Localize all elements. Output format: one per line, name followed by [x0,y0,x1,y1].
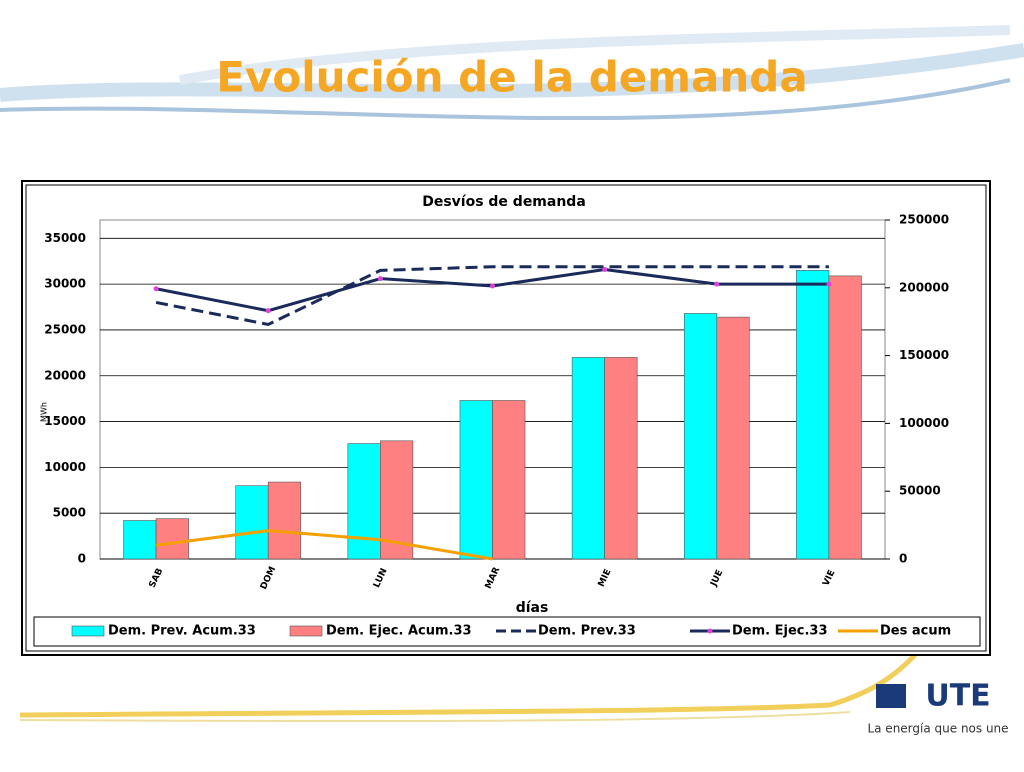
legend-label: Dem. Ejec. Acum.33 [326,624,472,639]
bar [571,357,605,560]
bar [459,400,493,560]
legend-swatch [71,625,105,637]
y-tick-label: 15000 [44,414,86,428]
bar [123,520,157,560]
legend-label: Dem. Ejec.33 [732,624,828,639]
logo-tagline: La energía que nos une [867,722,1008,736]
y-tick-label: 0 [78,552,86,566]
line-marker [602,266,608,272]
y-tick-label: 5000 [53,506,86,520]
bar [235,485,269,560]
bar [155,518,189,560]
legend-box [33,616,981,647]
x-axis-label: días [516,600,549,616]
line-marker [490,283,495,289]
y2-tick-label: 0 [899,552,907,566]
logo: UTE La energía que nos une [867,679,1008,736]
line-marker [826,281,832,287]
line [155,529,493,561]
line-marker [377,276,383,282]
bar [347,443,381,560]
line-marker [153,286,159,292]
legend-swatch [289,625,323,637]
chart-title: Desvíos de demanda [422,194,586,210]
legend-marker [707,628,713,634]
y2-tick-label: 100000 [899,416,949,430]
y2-tick-label: 250000 [899,213,949,227]
bar [828,275,862,560]
line [155,265,829,327]
y2-tick-label: 150000 [899,348,949,362]
bar [380,440,414,560]
line-marker [714,281,720,287]
legend-label: Dem. Prev.33 [538,624,636,639]
y-tick-label: 35000 [44,231,86,245]
decoration [0,25,1024,723]
y2-tick-label: 200000 [899,280,949,294]
legend-label: Dem. Prev. Acum.33 [108,624,256,639]
bar [267,481,302,560]
line-marker [265,308,271,314]
bar [492,400,526,560]
logo-mark [876,684,906,708]
y-axis-label: MWh [40,402,49,422]
bar [796,270,830,560]
y-tick-label: 10000 [44,460,86,474]
bar [683,313,718,560]
bar [716,316,750,560]
legend-label: Des acum [880,624,951,639]
slide-title: Evolución de la demanda [216,53,807,102]
y2-tick-label: 50000 [899,484,941,498]
logo-text: UTE [925,679,990,714]
bar [604,357,638,560]
y-tick-label: 25000 [44,322,86,336]
y-tick-label: 20000 [44,368,86,382]
y-tick-label: 30000 [44,277,86,291]
chart-inner-frame [25,184,987,652]
